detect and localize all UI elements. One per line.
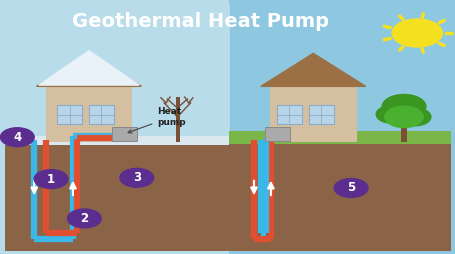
Circle shape <box>67 209 101 228</box>
Text: 2: 2 <box>80 212 88 225</box>
Bar <box>5 136 228 145</box>
Text: 5: 5 <box>346 181 354 195</box>
Text: Geothermal Heat Pump: Geothermal Heat Pump <box>72 12 329 31</box>
Circle shape <box>34 170 68 188</box>
Bar <box>228 131 450 144</box>
Bar <box>308 105 333 124</box>
Bar <box>46 86 132 142</box>
Bar <box>265 127 290 141</box>
Text: 1: 1 <box>47 172 55 186</box>
Bar <box>228 142 450 251</box>
Circle shape <box>391 19 441 47</box>
Polygon shape <box>39 51 139 85</box>
Circle shape <box>120 168 153 187</box>
Bar <box>111 127 136 141</box>
Bar <box>228 0 455 254</box>
Bar <box>175 97 179 142</box>
Circle shape <box>398 108 430 126</box>
Circle shape <box>0 128 34 147</box>
Circle shape <box>375 105 407 123</box>
Circle shape <box>384 106 422 128</box>
Bar <box>57 105 82 124</box>
Circle shape <box>334 179 367 197</box>
Circle shape <box>381 94 425 119</box>
Bar <box>269 86 356 142</box>
Bar <box>276 105 301 124</box>
Bar <box>89 105 114 124</box>
Bar <box>5 142 228 251</box>
Bar <box>400 117 406 142</box>
Polygon shape <box>260 53 365 86</box>
Polygon shape <box>36 53 141 86</box>
Text: 3: 3 <box>132 171 141 184</box>
Text: 4: 4 <box>13 131 21 144</box>
Text: Heat
pump: Heat pump <box>128 107 186 133</box>
